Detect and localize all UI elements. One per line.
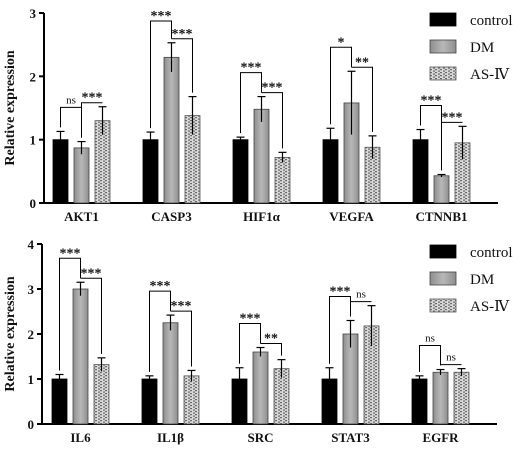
significance-label: ns xyxy=(66,94,76,106)
significance-bracket xyxy=(150,20,172,129)
significance-label: *** xyxy=(241,61,262,76)
bar-control-2 xyxy=(232,139,249,204)
x-category-label: CTNNB1 xyxy=(415,209,467,224)
bar-as-1 xyxy=(183,375,200,425)
significance-bracket xyxy=(441,121,463,171)
significance-label: * xyxy=(338,35,345,50)
y-tick-label: 1 xyxy=(28,372,35,387)
significance-bracket xyxy=(440,364,462,366)
bar-dm-2 xyxy=(252,351,269,425)
significance-label: *** xyxy=(60,246,81,261)
bar-dm-1 xyxy=(162,322,179,425)
significance-label: *** xyxy=(421,94,442,109)
bar-control-4 xyxy=(411,378,428,425)
x-category-label: CASP3 xyxy=(151,209,192,224)
x-category-label: VEGFA xyxy=(329,209,374,224)
bar-dm-0 xyxy=(73,147,90,204)
significance-bracket xyxy=(80,277,102,354)
x-category-label: HIF1α xyxy=(243,209,281,224)
y-tick-label: 0 xyxy=(30,196,37,211)
significance-label: ns xyxy=(425,333,435,345)
x-category-label: STAT3 xyxy=(331,430,370,445)
legend-label: control xyxy=(470,13,513,29)
legend-swatch xyxy=(429,39,457,54)
y-tick-label: 4 xyxy=(28,237,35,252)
significance-label: *** xyxy=(82,91,103,106)
x-category-label: IL6 xyxy=(70,430,91,445)
significance-label: *** xyxy=(150,279,171,294)
y-axis-label: Relative expression xyxy=(3,276,18,391)
significance-bracket xyxy=(170,310,192,367)
bar-as-0 xyxy=(93,364,110,425)
legend-label: AS-Ⅳ xyxy=(470,67,510,83)
bar-dm-0 xyxy=(72,288,89,425)
significance-label: *** xyxy=(240,312,261,327)
y-tick-label: 3 xyxy=(30,6,37,21)
bar-as-2 xyxy=(274,156,291,204)
bar-control-0 xyxy=(52,139,69,204)
x-category-label: SRC xyxy=(247,430,273,445)
y-tick-label: 0 xyxy=(28,417,35,432)
significance-bracket xyxy=(351,66,373,132)
significance-label: *** xyxy=(151,9,172,24)
significance-bracket xyxy=(149,290,171,372)
y-tick-label: 2 xyxy=(28,327,35,342)
bar-dm-4 xyxy=(432,371,449,425)
significance-bracket xyxy=(239,323,261,364)
y-axis-label: Relative expression xyxy=(3,50,18,165)
x-category-label: AKT1 xyxy=(64,209,99,224)
bar-as-4 xyxy=(453,371,470,425)
significance-label: *** xyxy=(262,81,283,96)
chart-panel-1: 0 1 2 3 Relative expression AKT1 CASP3 HIF1α VEG… xyxy=(3,6,513,224)
significance-label: ** xyxy=(355,55,369,70)
y-tick-label: 1 xyxy=(30,133,37,148)
legend-swatch xyxy=(429,298,457,313)
bar-control-0 xyxy=(51,378,68,425)
legend-label: DM xyxy=(470,272,494,288)
significance-bracket xyxy=(240,72,262,134)
bar-control-1 xyxy=(141,378,158,425)
significance-bracket xyxy=(330,46,352,125)
legend-label: AS-Ⅳ xyxy=(470,299,510,315)
x-category-label: EGFR xyxy=(422,430,459,445)
significance-bracket xyxy=(350,301,372,317)
significance-bracket xyxy=(59,257,81,371)
significance-label: ns xyxy=(446,352,456,364)
significance-bracket xyxy=(171,38,193,93)
bar-dm-4 xyxy=(433,175,450,204)
y-tick-label: 3 xyxy=(28,282,35,297)
legend-swatch xyxy=(429,66,457,81)
significance-bracket xyxy=(261,92,283,149)
significance-label: *** xyxy=(172,27,193,42)
legend-swatch xyxy=(429,271,457,286)
significance-label: ns xyxy=(356,289,366,301)
bar-dm-2 xyxy=(253,108,270,204)
significance-label: *** xyxy=(81,266,102,281)
x-category-label: IL1β xyxy=(157,430,184,445)
significance-label: *** xyxy=(171,299,192,314)
significance-label: *** xyxy=(442,110,463,125)
significance-bracket xyxy=(419,345,441,372)
significance-bracket xyxy=(260,343,282,356)
legend-swatch xyxy=(429,12,457,27)
y-tick-label: 2 xyxy=(30,69,37,84)
significance-bracket xyxy=(81,102,103,138)
significance-bracket xyxy=(60,106,82,138)
bar-control-1 xyxy=(142,139,159,204)
legend-label: DM xyxy=(470,40,494,56)
legend-label: control xyxy=(470,245,513,261)
significance-label: *** xyxy=(330,285,351,300)
chart-panel-2: 0 1 2 3 4 Relative expression IL6 IL1β SRC STAT3 E… xyxy=(3,237,513,445)
legend-swatch xyxy=(429,244,457,259)
significance-label: ** xyxy=(264,332,278,347)
bar-dm-1 xyxy=(163,56,180,204)
